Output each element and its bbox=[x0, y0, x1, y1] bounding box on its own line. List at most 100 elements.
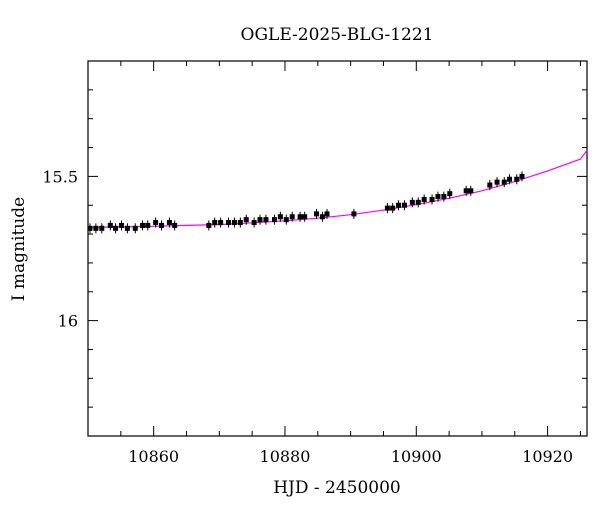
point-marker bbox=[415, 199, 421, 205]
data-point bbox=[487, 180, 493, 191]
data-point bbox=[302, 211, 308, 222]
point-marker bbox=[172, 222, 178, 228]
point-marker bbox=[118, 222, 124, 228]
point-marker bbox=[243, 217, 249, 223]
data-point bbox=[159, 220, 165, 231]
data-point bbox=[435, 191, 441, 202]
point-marker bbox=[277, 214, 283, 220]
data-point bbox=[409, 197, 415, 208]
y-tick-label: 16 bbox=[58, 312, 78, 331]
point-marker bbox=[409, 199, 415, 205]
data-point bbox=[324, 208, 330, 219]
data-point bbox=[415, 197, 421, 208]
data-point bbox=[132, 223, 138, 234]
data-point bbox=[231, 217, 237, 228]
data-point bbox=[172, 220, 178, 231]
point-marker bbox=[212, 220, 218, 226]
point-marker bbox=[153, 220, 159, 226]
point-marker bbox=[468, 188, 474, 194]
point-marker bbox=[351, 211, 357, 217]
data-points bbox=[87, 171, 525, 234]
point-marker bbox=[263, 217, 269, 223]
data-point bbox=[118, 220, 124, 231]
data-point bbox=[468, 185, 474, 196]
point-marker bbox=[401, 202, 407, 208]
data-point bbox=[313, 208, 319, 219]
point-marker bbox=[447, 191, 453, 197]
point-marker bbox=[289, 214, 295, 220]
point-marker bbox=[507, 176, 513, 182]
data-point bbox=[212, 217, 218, 228]
point-marker bbox=[132, 225, 138, 231]
point-marker bbox=[257, 217, 263, 223]
point-marker bbox=[429, 196, 435, 202]
x-tick-label: 10860 bbox=[128, 447, 179, 466]
data-point bbox=[257, 214, 263, 225]
data-point bbox=[519, 171, 525, 182]
point-marker bbox=[218, 220, 224, 226]
data-point bbox=[441, 191, 447, 202]
data-point bbox=[226, 217, 232, 228]
data-point bbox=[396, 200, 402, 211]
data-point bbox=[447, 188, 453, 199]
point-marker bbox=[384, 205, 390, 211]
point-marker bbox=[237, 220, 243, 226]
point-marker bbox=[501, 179, 507, 185]
point-marker bbox=[313, 211, 319, 217]
data-point bbox=[384, 203, 390, 214]
point-marker bbox=[324, 211, 330, 217]
data-point bbox=[99, 223, 105, 234]
chart-title: OGLE-2025-BLG-1221 bbox=[241, 25, 434, 45]
data-point bbox=[494, 177, 500, 188]
data-point bbox=[289, 211, 295, 222]
data-point bbox=[401, 200, 407, 211]
data-point bbox=[501, 177, 507, 188]
data-point bbox=[463, 185, 469, 196]
tick-labels: 10860 10880 10900 10920 15.5 16 bbox=[42, 167, 573, 466]
point-marker bbox=[487, 182, 493, 188]
data-point bbox=[153, 217, 159, 228]
data-point bbox=[421, 194, 427, 205]
data-point bbox=[139, 220, 145, 231]
point-marker bbox=[271, 217, 277, 223]
point-marker bbox=[139, 222, 145, 228]
point-marker bbox=[519, 173, 525, 179]
point-marker bbox=[283, 217, 289, 223]
x-tick-label: 10920 bbox=[522, 447, 573, 466]
point-marker bbox=[99, 225, 105, 231]
x-axis-label: HJD - 2450000 bbox=[273, 478, 401, 498]
point-marker bbox=[124, 225, 130, 231]
data-point bbox=[107, 220, 113, 231]
point-marker bbox=[514, 176, 520, 182]
data-point bbox=[263, 214, 269, 225]
data-point bbox=[206, 220, 212, 231]
data-point bbox=[93, 223, 99, 234]
y-axis-label: I magnitude bbox=[9, 197, 29, 301]
point-marker bbox=[251, 220, 257, 226]
data-point bbox=[166, 217, 172, 228]
data-point bbox=[87, 223, 93, 234]
point-marker bbox=[113, 225, 119, 231]
data-point bbox=[514, 174, 520, 185]
point-marker bbox=[231, 220, 237, 226]
data-point bbox=[271, 214, 277, 225]
data-point bbox=[145, 220, 151, 231]
data-point bbox=[124, 223, 130, 234]
point-marker bbox=[166, 220, 172, 226]
point-marker bbox=[441, 194, 447, 200]
data-point bbox=[297, 211, 303, 222]
point-marker bbox=[396, 202, 402, 208]
x-tick-label: 10880 bbox=[260, 447, 311, 466]
point-marker bbox=[435, 194, 441, 200]
point-marker bbox=[206, 222, 212, 228]
plot-frame bbox=[87, 60, 588, 437]
point-marker bbox=[297, 214, 303, 220]
point-marker bbox=[159, 222, 165, 228]
data-point bbox=[390, 203, 396, 214]
y-tick-label: 15.5 bbox=[42, 167, 78, 186]
data-point bbox=[113, 223, 119, 234]
point-marker bbox=[302, 214, 308, 220]
data-point bbox=[351, 208, 357, 219]
data-point bbox=[218, 217, 224, 228]
